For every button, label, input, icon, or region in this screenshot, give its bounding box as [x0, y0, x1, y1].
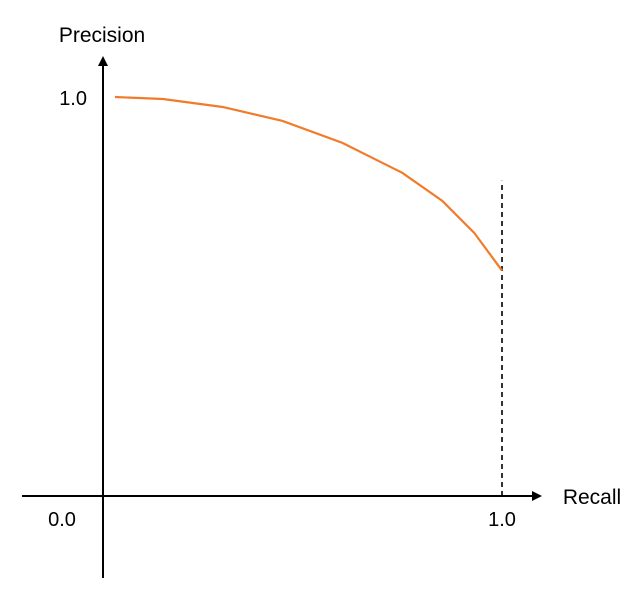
y-tick-label-max: 1.0: [59, 88, 87, 110]
y-axis-label: Precision: [59, 24, 145, 47]
x-axis-label: Recall: [563, 486, 621, 509]
x-tick-label-max: 1.0: [488, 509, 516, 531]
precision-recall-curve: [114, 95, 503, 272]
origin-tick-label: 0.0: [48, 509, 76, 531]
